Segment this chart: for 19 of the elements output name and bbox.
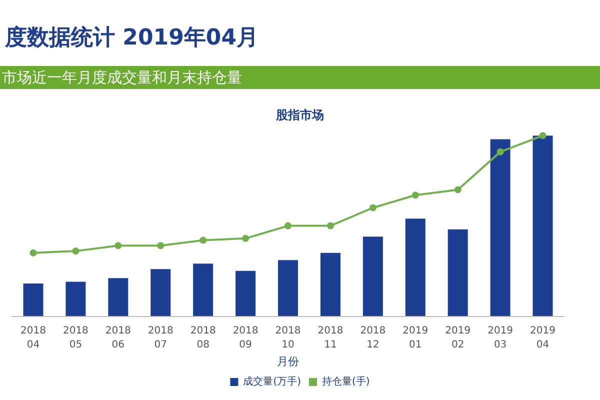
- x-axis-title: 月份: [277, 355, 299, 368]
- x-tick-label: 2018 12: [360, 326, 386, 350]
- x-tick-label: 2018 11: [318, 326, 344, 350]
- x-tick-label: 2018 05: [62, 326, 88, 350]
- x-tick-label: 2018 08: [190, 326, 216, 350]
- x-tick-label: 2019 02: [445, 326, 471, 350]
- x-tick-label: 2018 09: [232, 326, 258, 350]
- text: 股指市场: [275, 108, 324, 122]
- x-tick-label: 2018 06: [105, 326, 131, 350]
- legend-label: 持仓量(手): [322, 376, 370, 388]
- x-tick-label: 2018 10: [275, 326, 301, 350]
- chart-subtitle: 市场近一年月度成交量和月末持仓量: [2, 68, 242, 86]
- legend-label: 成交量(万手): [243, 376, 302, 388]
- x-tick-label: 2019 04: [530, 326, 556, 350]
- x-tick-label: 2018 04: [20, 326, 46, 350]
- x-tick-label: 2019 03: [488, 326, 514, 350]
- x-tick-label: 2019 01: [402, 326, 428, 350]
- x-tick-label: 2018 07: [148, 326, 174, 350]
- chart-title: 度数据统计 2019年04月: [4, 24, 259, 50]
